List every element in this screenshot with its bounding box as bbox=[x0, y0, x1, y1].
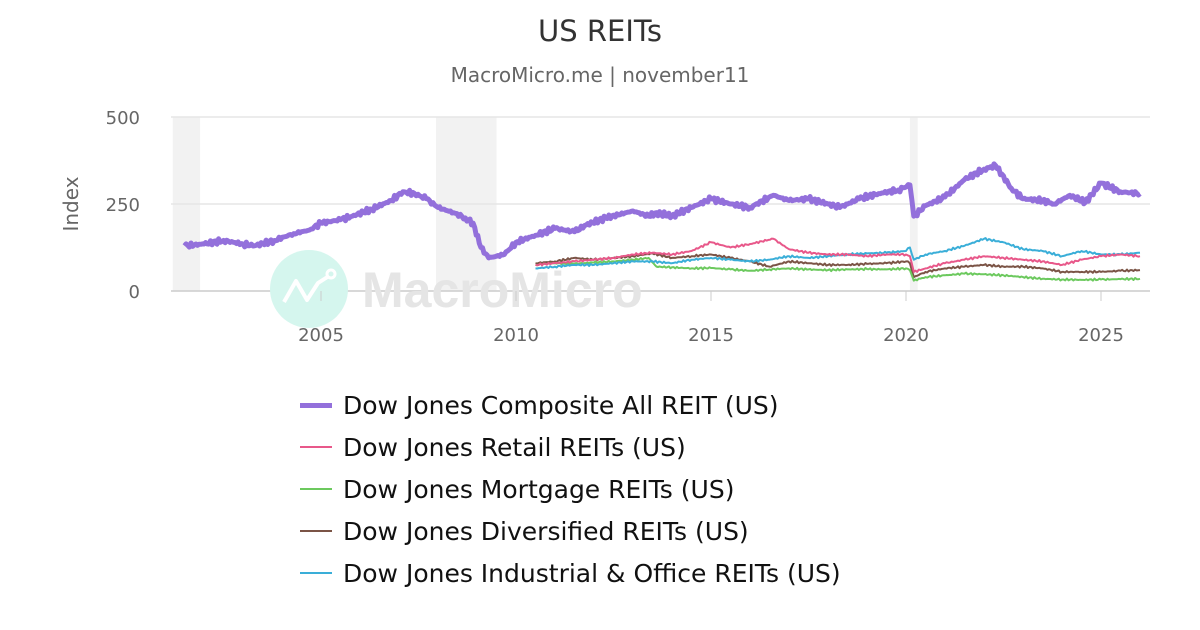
series-line bbox=[182, 161, 1142, 261]
chart-subtitle: MacroMicro.me | november11 bbox=[450, 63, 750, 87]
chart-title: US REITs bbox=[538, 14, 662, 48]
legend-swatch-icon bbox=[300, 530, 332, 532]
y-tick-500: 500 bbox=[106, 108, 140, 129]
y-tick-250: 250 bbox=[106, 195, 140, 216]
legend-label: Dow Jones Industrial & Office REITs (US) bbox=[343, 558, 841, 588]
y-tick-0: 0 bbox=[129, 282, 140, 303]
series-line bbox=[535, 237, 1141, 273]
x-tick-2010: 2010 bbox=[493, 325, 539, 346]
legend-label: Dow Jones Mortgage REITs (US) bbox=[343, 474, 735, 504]
x-tick-2025: 2025 bbox=[1078, 325, 1124, 346]
legend-swatch-icon bbox=[300, 446, 332, 448]
legend-item-composite[interactable]: Dow Jones Composite All REIT (US) bbox=[300, 384, 841, 426]
series-line bbox=[535, 252, 1141, 279]
legend-label: Dow Jones Retail REITs (US) bbox=[343, 432, 686, 462]
y-axis-label: Index bbox=[59, 176, 83, 231]
watermark-logo-icon bbox=[270, 250, 348, 328]
legend-label: Dow Jones Composite All REIT (US) bbox=[343, 390, 779, 420]
series-lines bbox=[182, 161, 1142, 282]
legend-item-mortgage[interactable]: Dow Jones Mortgage REITs (US) bbox=[300, 468, 841, 510]
legend-swatch-icon bbox=[300, 402, 332, 408]
legend: Dow Jones Composite All REIT (US) Dow Jo… bbox=[300, 384, 841, 594]
x-tick-2005: 2005 bbox=[298, 325, 344, 346]
legend-item-retail[interactable]: Dow Jones Retail REITs (US) bbox=[300, 426, 841, 468]
legend-swatch-icon bbox=[300, 572, 332, 574]
watermark-text: MacroMicro bbox=[362, 262, 643, 318]
x-tick-2020: 2020 bbox=[883, 325, 929, 346]
watermark: MacroMicro bbox=[270, 250, 643, 328]
x-tick-2015: 2015 bbox=[688, 325, 734, 346]
series-line bbox=[535, 256, 1141, 282]
legend-swatch-icon bbox=[300, 488, 332, 490]
chart-area: MacroMicro 500 250 0 Index 2005 2010 201… bbox=[59, 108, 1150, 346]
legend-label: Dow Jones Diversified REITs (US) bbox=[343, 516, 749, 546]
x-tick-marks bbox=[320, 291, 1102, 301]
legend-item-industrial-office[interactable]: Dow Jones Industrial & Office REITs (US) bbox=[300, 552, 841, 594]
legend-item-diversified[interactable]: Dow Jones Diversified REITs (US) bbox=[300, 510, 841, 552]
